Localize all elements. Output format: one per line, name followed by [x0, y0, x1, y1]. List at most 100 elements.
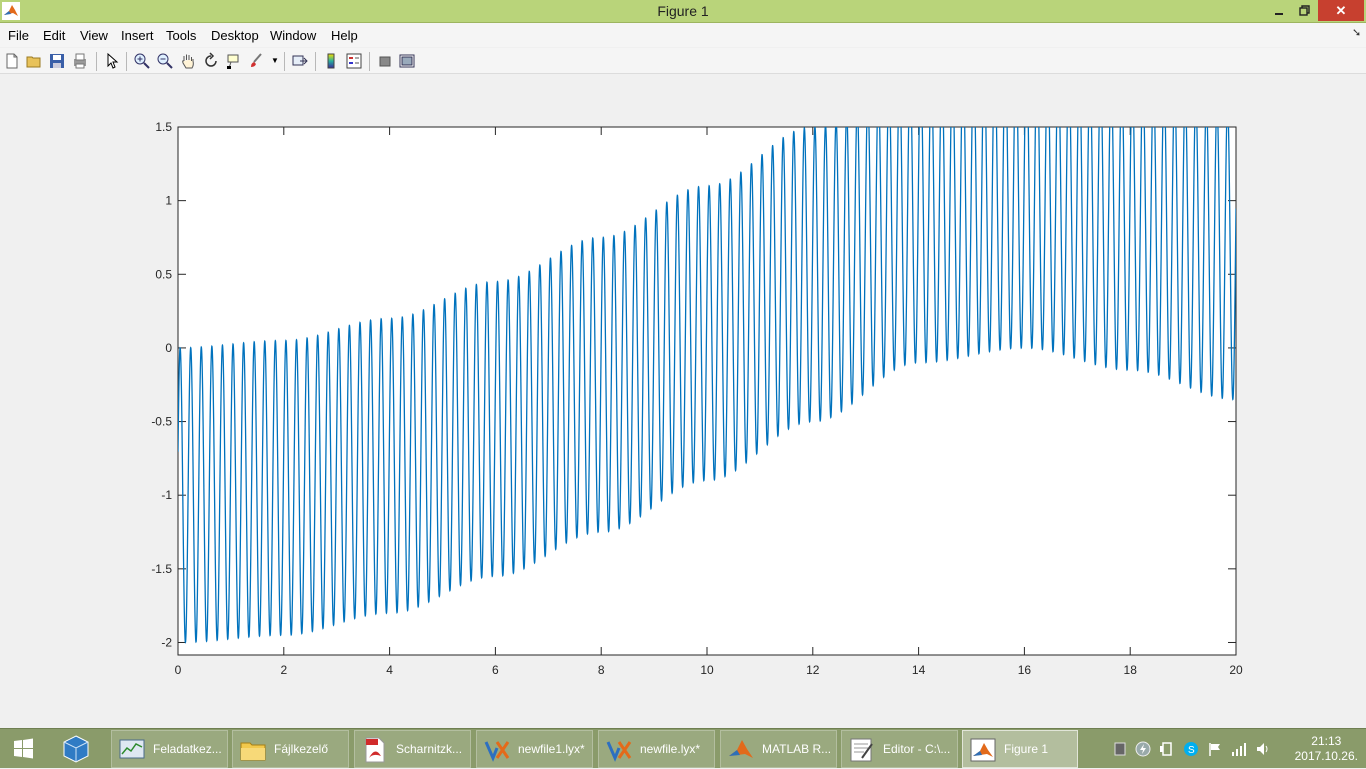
- svg-text:S: S: [1188, 745, 1195, 756]
- editor-icon: [850, 738, 873, 762]
- x-tick-label: 16: [1018, 663, 1032, 677]
- axes-background: [177, 126, 1237, 656]
- toolbar-separator: [126, 52, 127, 71]
- brush-dropdown-arrow-icon[interactable]: ▼: [271, 56, 279, 65]
- tray-network-icon[interactable]: [1231, 741, 1247, 757]
- windows-start-icon[interactable]: [4, 735, 42, 763]
- x-tick-label: 4: [386, 663, 393, 677]
- x-tick-label: 2: [280, 663, 287, 677]
- x-tick-label: 18: [1124, 663, 1138, 677]
- tray-skype-icon[interactable]: S: [1183, 741, 1199, 757]
- print-icon[interactable]: [71, 52, 89, 70]
- figure-canvas: 0 2 4 6 8 10 12 14 16 18 20 1.5 1 0.5 0 -0.5 -1 -1.5 -2: [0, 75, 1366, 728]
- menu-view[interactable]: View: [80, 28, 108, 43]
- menu-edit[interactable]: Edit: [43, 28, 66, 43]
- matlab-figure-icon: [970, 738, 996, 762]
- x-tick-label: 14: [912, 663, 926, 677]
- taskbar-item-matlab[interactable]: MATLAB R...: [720, 730, 837, 768]
- data-cursor-icon[interactable]: [225, 52, 243, 70]
- zoom-in-icon[interactable]: [133, 52, 151, 70]
- y-tick-label: -1.5: [151, 562, 172, 576]
- rotate-3d-icon[interactable]: [202, 52, 220, 70]
- new-figure-icon[interactable]: [3, 52, 21, 70]
- link-plot-icon[interactable]: [291, 52, 309, 70]
- x-tick-label: 0: [175, 663, 182, 677]
- legend-icon[interactable]: [345, 52, 363, 70]
- y-tick-label: -0.5: [151, 415, 172, 429]
- toolbar-separator: [369, 52, 370, 71]
- line-plot: 0 2 4 6 8 10 12 14 16 18 20 1.5 1 0.5 0 -0.5 -1 -1.5 -2: [151, 120, 1243, 677]
- task-manager-icon: [119, 739, 145, 759]
- colorbar-icon[interactable]: [322, 52, 340, 70]
- figure-toolbar: ▼: [0, 48, 1366, 74]
- hide-plot-tools-icon[interactable]: [376, 52, 394, 70]
- taskbar-item-figure[interactable]: Figure 1: [962, 730, 1078, 768]
- taskbar-item-label: MATLAB R...: [762, 742, 832, 756]
- taskbar-item-label: Fájlkezelő: [274, 742, 329, 756]
- x-tick-label: 6: [492, 663, 499, 677]
- save-icon[interactable]: [48, 52, 66, 70]
- y-tick-label: -1: [161, 488, 172, 502]
- pointer-icon[interactable]: [103, 52, 121, 70]
- brush-icon[interactable]: [248, 52, 266, 70]
- minimize-icon: [1275, 13, 1283, 15]
- x-tick-label: 8: [598, 663, 605, 677]
- toolbar-separator: [315, 52, 316, 71]
- lyx-icon: [606, 741, 632, 762]
- taskbar-item-lyx-1[interactable]: newfile1.lyx*: [476, 730, 593, 768]
- tray-power-icon[interactable]: [1135, 741, 1151, 757]
- matlab-logo-icon: [2, 2, 20, 20]
- window-titlebar[interactable]: Figure 1 ✕: [0, 0, 1366, 23]
- lyx-icon: [484, 741, 510, 762]
- menu-file[interactable]: File: [8, 28, 29, 43]
- matlab-icon: [729, 740, 753, 758]
- menu-window[interactable]: Window: [270, 28, 317, 43]
- show-plot-tools-icon[interactable]: [398, 52, 416, 70]
- y-tick-label: 1: [165, 194, 172, 208]
- dock-arrow-icon[interactable]: ➘: [1352, 27, 1362, 39]
- x-tick-label: 10: [700, 663, 714, 677]
- tray-volume-icon[interactable]: [1255, 741, 1271, 757]
- taskbar-item-label: newfile.lyx*: [640, 742, 701, 756]
- tray-flag-icon[interactable]: [1207, 741, 1223, 757]
- menu-tools[interactable]: Tools: [166, 28, 197, 43]
- toolbar-separator: [96, 52, 97, 71]
- taskbar-item-label: Feladatkez...: [153, 742, 222, 756]
- pdf-icon: [365, 737, 385, 763]
- menu-help[interactable]: Help: [331, 28, 358, 43]
- pan-hand-icon[interactable]: [179, 52, 197, 70]
- taskbar-item-label: Figure 1: [1004, 742, 1049, 756]
- y-tick-label: -2: [161, 635, 172, 649]
- menu-desktop[interactable]: Desktop: [211, 28, 259, 43]
- virtualbox-icon[interactable]: [60, 734, 92, 764]
- minimize-button[interactable]: [1267, 0, 1291, 21]
- series-line: [178, 127, 1236, 644]
- y-tick-label: 0.5: [155, 267, 172, 281]
- toolbar-separator: [284, 52, 285, 71]
- taskbar-item-pdf[interactable]: Scharnitzk...: [354, 730, 471, 768]
- close-button[interactable]: ✕: [1318, 0, 1364, 21]
- restore-button[interactable]: [1292, 0, 1316, 21]
- axes-tick-labels: 0 2 4 6 8 10 12 14 16 18 20 1.5 1 0.5 0 -0.5 -1 -1.5 -2: [151, 120, 1243, 677]
- taskbar-item-label: Editor - C:\...: [883, 742, 951, 756]
- taskbar-item-task-manager[interactable]: Feladatkez...: [111, 730, 228, 768]
- taskbar-item-label: Scharnitzk...: [396, 742, 463, 756]
- taskbar-item-editor[interactable]: Editor - C:\...: [841, 730, 958, 768]
- zoom-out-icon[interactable]: [156, 52, 174, 70]
- taskbar-item-label: newfile1.lyx*: [518, 742, 585, 756]
- open-file-icon[interactable]: [25, 52, 43, 70]
- taskbar-item-lyx-2[interactable]: newfile.lyx*: [598, 730, 715, 768]
- clock-date: 2017.10.26.: [1294, 749, 1358, 763]
- tray-window-icon[interactable]: [1112, 741, 1128, 757]
- windows-taskbar: Feladatkez... Fájlkezelő Scharnitzk... n…: [0, 728, 1366, 768]
- tray-device-icon[interactable]: [1159, 741, 1175, 757]
- y-tick-label: 0: [165, 341, 172, 355]
- restore-icon: [1298, 5, 1310, 16]
- clock-time: 21:13: [1311, 734, 1342, 748]
- close-icon: ✕: [1335, 3, 1347, 18]
- taskbar-item-file-explorer[interactable]: Fájlkezelő: [232, 730, 349, 768]
- x-tick-label: 12: [806, 663, 820, 677]
- menu-insert[interactable]: Insert: [121, 28, 154, 43]
- tray-clock[interactable]: 21:13 2017.10.26.: [1295, 734, 1358, 764]
- y-tick-label: 1.5: [155, 120, 172, 134]
